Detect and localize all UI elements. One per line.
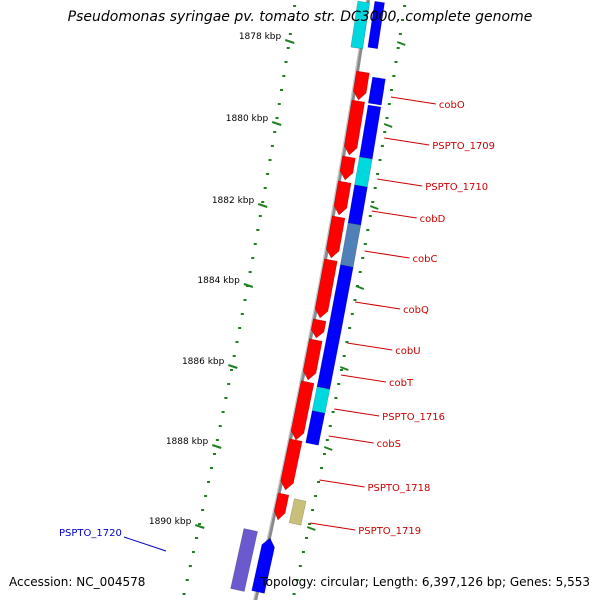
- gene-arrow[interactable]: [359, 104, 382, 160]
- gene-arrow[interactable]: [339, 155, 356, 181]
- label-layer: 1878 kbp 1880 kbp 1882 kbp 1884 kbp 1886 kbp…: [59, 32, 495, 552]
- gene-arrow[interactable]: [343, 99, 366, 156]
- accession-text: Accession: NC_004578: [9, 575, 146, 589]
- gene-label: cobC: [413, 254, 438, 265]
- label-leader: [340, 374, 387, 383]
- major-tick: [243, 283, 254, 288]
- scale-label: 1886 kbp: [182, 357, 225, 367]
- label-leader: [334, 408, 380, 417]
- major-tick: [284, 39, 295, 44]
- gene-arrow[interactable]: [352, 70, 370, 101]
- gene-arrow[interactable]: [290, 380, 315, 441]
- major-tick-inner: [355, 285, 365, 290]
- gene-label: PSPTO_1720: [59, 528, 122, 539]
- genome-backbone: [253, 0, 370, 600]
- gene-arrow[interactable]: [311, 386, 331, 414]
- gene-arrow[interactable]: [354, 156, 373, 188]
- gene-arrow[interactable]: [314, 258, 338, 319]
- major-tick-inner: [306, 526, 316, 531]
- label-leader: [390, 96, 437, 105]
- gene-arrow[interactable]: [368, 77, 385, 106]
- major-tick: [228, 364, 238, 369]
- scale-label: 1878 kbp: [239, 32, 282, 42]
- label-leader: [319, 479, 365, 488]
- scale-label: 1888 kbp: [166, 437, 209, 447]
- major-tick: [194, 524, 205, 529]
- gene-label: PSPTO_1709: [432, 141, 495, 152]
- label-leader: [364, 250, 410, 259]
- gene-arrow[interactable]: [310, 318, 327, 339]
- label-leader: [371, 210, 417, 219]
- gene-arrow[interactable]: [340, 222, 362, 268]
- gene-label: cobD: [420, 214, 446, 225]
- gene-arrow[interactable]: [273, 492, 290, 521]
- gene-arrow[interactable]: [288, 498, 307, 526]
- label-leader: [354, 301, 401, 310]
- gene-arrow[interactable]: [280, 438, 303, 491]
- major-tick-inner: [396, 41, 406, 46]
- gene-label: PSPTO_1718: [368, 483, 431, 494]
- map-title: Pseudomonas syringae pv. tomato str. DC3…: [67, 9, 533, 25]
- topology-text: Topology: circular; Length: 6,397,126 bp…: [260, 575, 590, 589]
- gene-arrow[interactable]: [347, 184, 368, 226]
- label-leader: [310, 522, 356, 531]
- major-tick-inner: [369, 205, 379, 210]
- label-leader: [377, 178, 423, 187]
- feature-layer: [230, 0, 386, 594]
- label-leader: [347, 342, 393, 351]
- gene-arrow[interactable]: [302, 338, 323, 381]
- gene-label: cobU: [395, 346, 420, 357]
- scale-label: 1880 kbp: [226, 114, 269, 124]
- major-tick-inner: [383, 123, 393, 128]
- scale-label: 1890 kbp: [149, 517, 192, 527]
- gene-label: PSPTO_1716: [382, 412, 445, 423]
- major-tick-inner: [323, 446, 333, 451]
- gene-label: PSPTO_1710: [425, 182, 488, 193]
- gene-arrow[interactable]: [316, 324, 343, 390]
- gene-arrow[interactable]: [367, 0, 385, 50]
- gene-arrow[interactable]: [305, 410, 326, 446]
- gene-arrow[interactable]: [251, 537, 275, 594]
- gene-label: cobO: [439, 100, 465, 111]
- backbone-highlight: [253, 0, 368, 600]
- major-tick: [271, 121, 282, 126]
- major-tick: [211, 444, 222, 449]
- gene-arrow[interactable]: [325, 215, 346, 259]
- gene-arrow[interactable]: [333, 180, 352, 216]
- gene-label: PSPTO_1719: [358, 526, 421, 537]
- major-tick: [257, 203, 268, 208]
- gene-arrow[interactable]: [350, 0, 370, 50]
- label-leader-left: [123, 536, 167, 552]
- gene-label: cobS: [377, 439, 401, 450]
- scale-label: 1884 kbp: [197, 276, 240, 286]
- gene-arrow[interactable]: [230, 528, 258, 592]
- label-leader: [384, 137, 430, 146]
- scale-label: 1882 kbp: [212, 196, 255, 206]
- label-leader: [328, 435, 374, 444]
- gene-label: cobT: [389, 378, 414, 389]
- tick-layer: [182, 5, 407, 595]
- major-tick-inner: [339, 366, 349, 371]
- gene-label: cobQ: [403, 305, 429, 316]
